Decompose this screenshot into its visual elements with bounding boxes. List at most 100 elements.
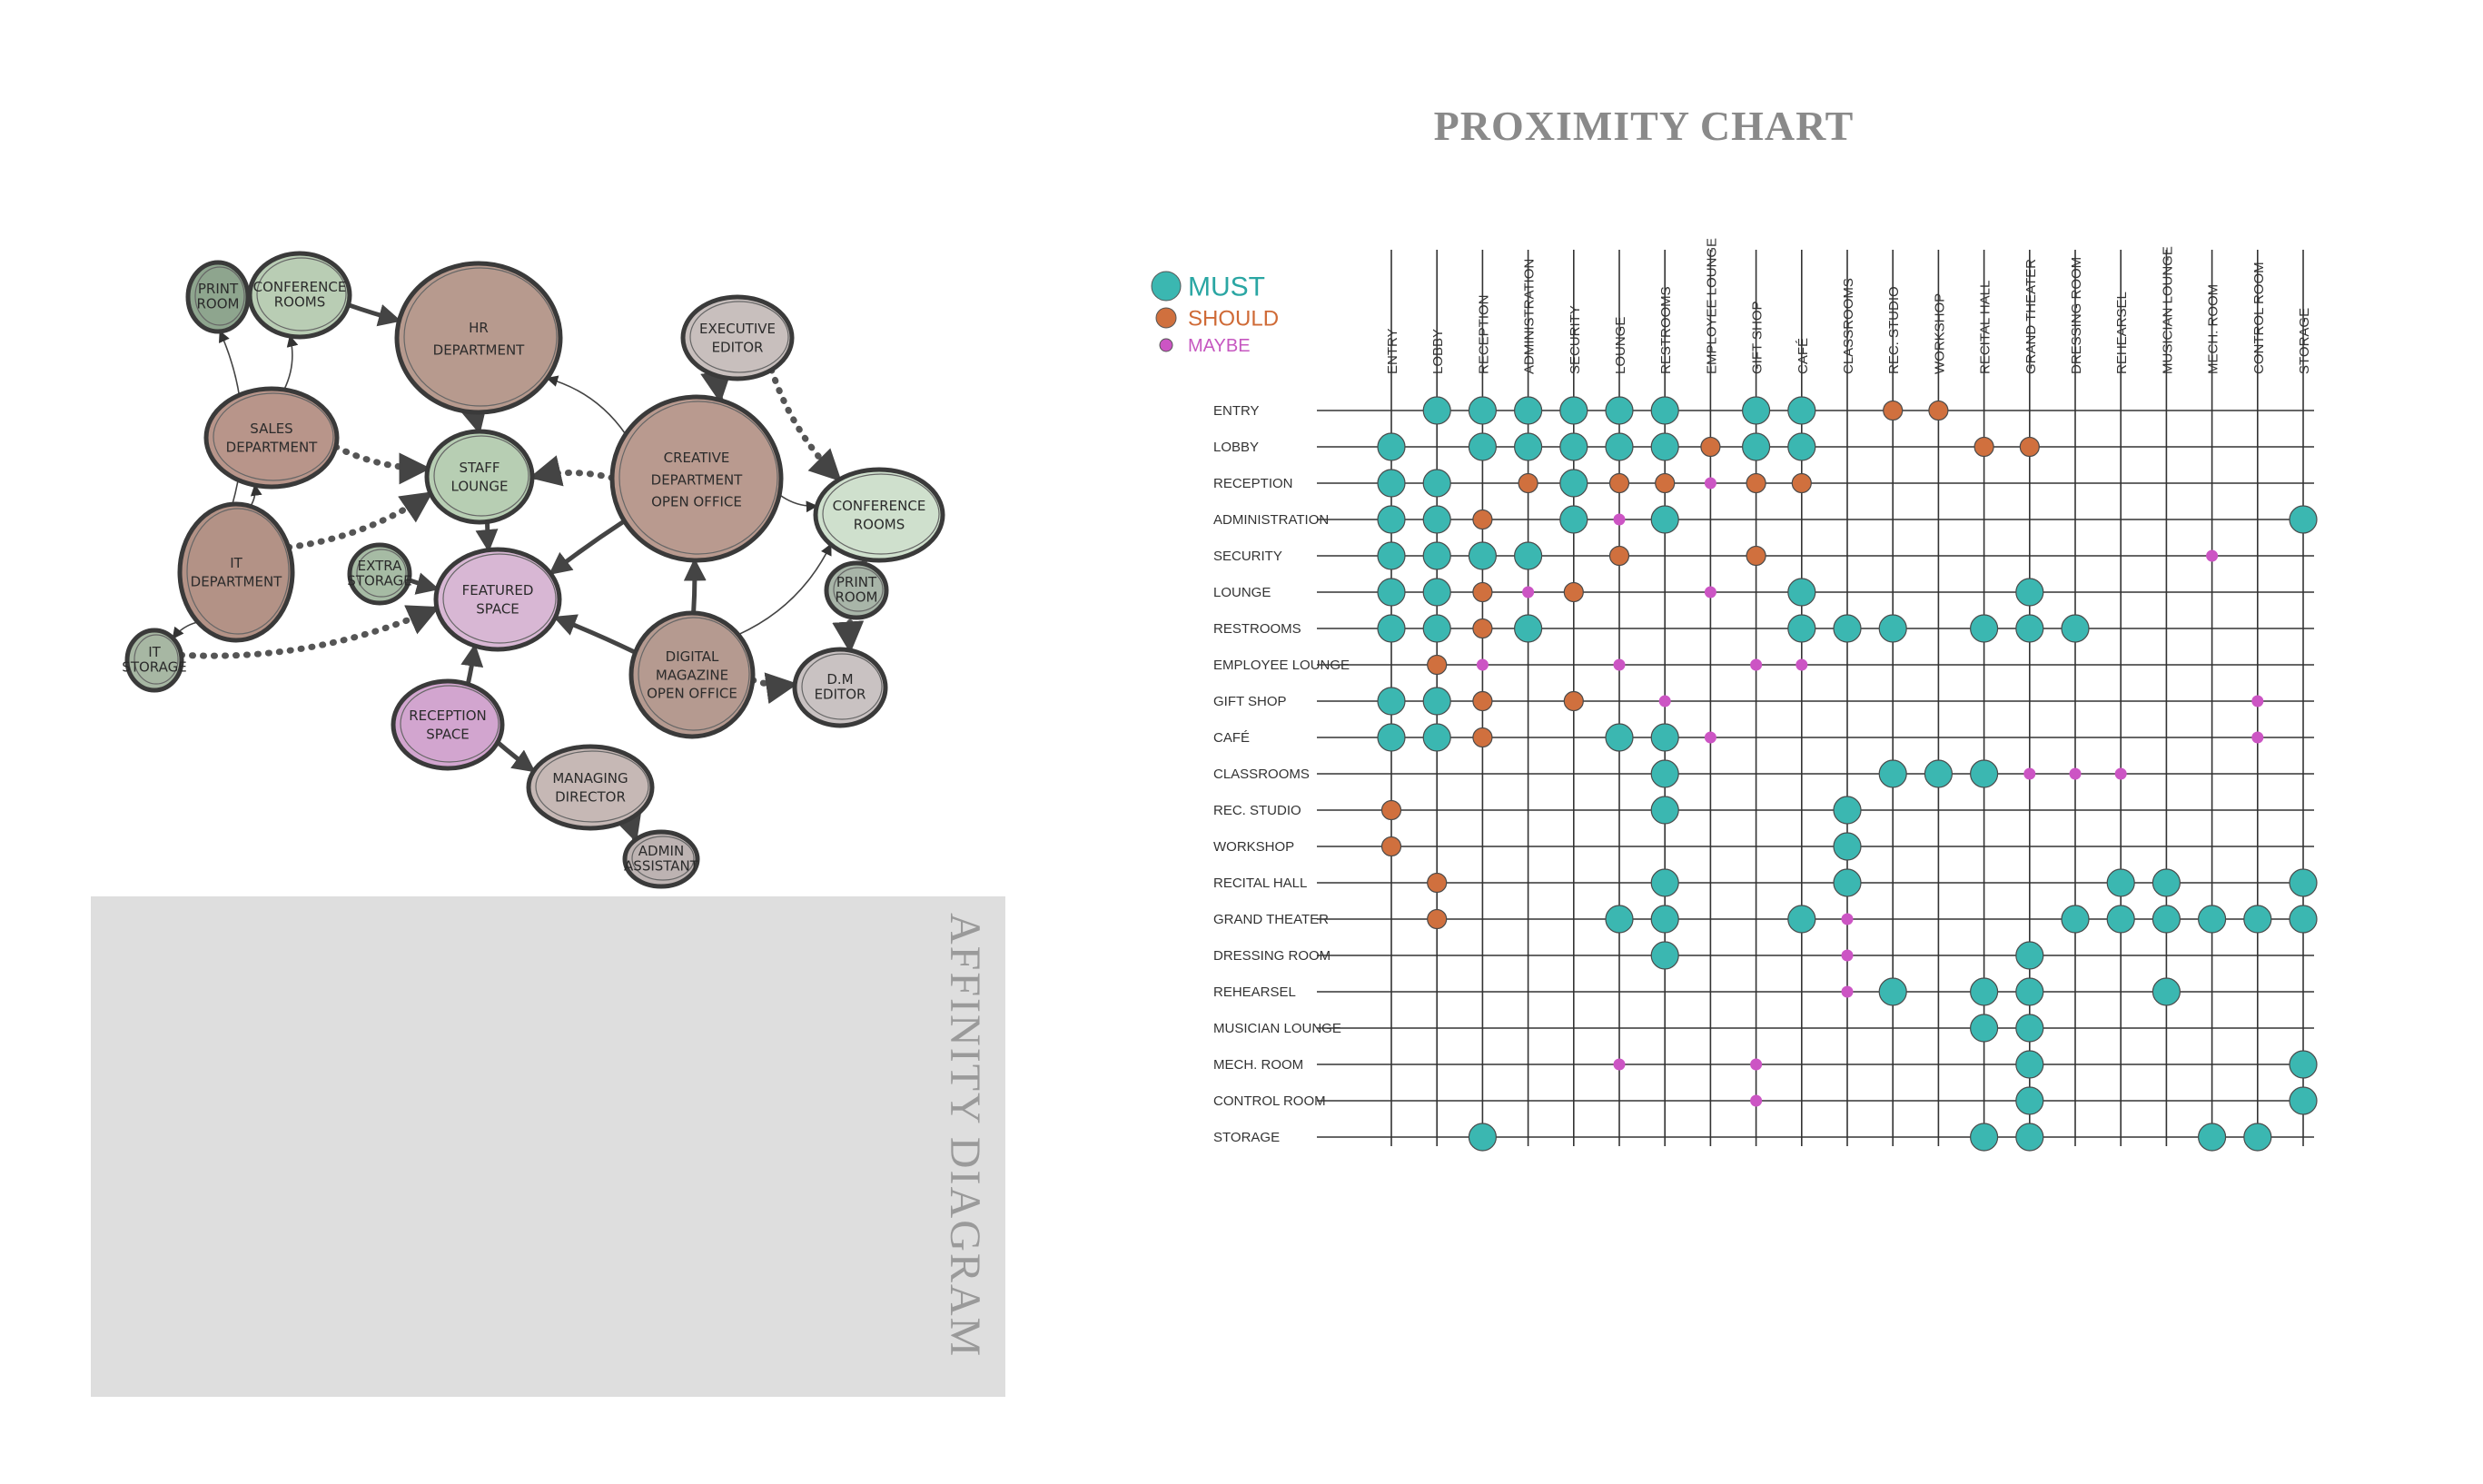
node-bubble [628,610,756,739]
cell-must [2289,1086,2318,1115]
node-label: FEATURED [462,582,534,599]
node-label: CONFERENCE [253,279,347,295]
cell-must [1924,759,1953,788]
cell-maybe [1750,1058,1763,1071]
row-label: LOBBY [1213,440,1259,455]
row-label: CLASSROOMS [1213,767,1310,782]
cell-must [1878,759,1907,788]
row-label: CONTROL ROOM [1213,1093,1326,1109]
cell-must [1650,505,1679,534]
node-label: CREATIVE [664,450,730,466]
node-bubble-inner [631,836,695,881]
affinity-link [529,455,616,487]
node-label: PRINT [836,574,877,590]
legend-item-must: MUST [1151,271,1265,302]
cell-must [2015,977,2044,1006]
affinity-node-hr: HR DEPARTMENT [394,261,563,415]
cell-must [1377,432,1406,461]
node-bubble [526,744,655,831]
node-label: ROOMS [854,516,905,532]
cell-maybe [2114,767,2127,780]
legend-swatch [1151,271,1182,302]
node-label: DEPARTMENT [651,471,744,488]
cell-maybe [2023,767,2036,780]
affinity-link [283,334,299,391]
legend-label: MUST [1188,272,1265,302]
cell-must [1787,905,1816,934]
node-bubble [824,560,889,620]
row-label: GIFT SHOP [1213,694,1287,709]
cell-should [1472,509,1493,530]
row-label: ADMINISTRATION [1213,512,1329,528]
node-label: ASSISTANT [624,857,699,874]
node-label: D.M [826,671,853,688]
affinity-nodes: PRINTROOMCONFERENCEROOMSHRDEPARTMENTEXEC… [122,251,945,889]
affinity-diagram: PRINTROOMCONFERENCEROOMSHRDEPARTMENTEXEC… [122,251,945,889]
column-label: LOBBY [1430,329,1446,374]
node-label: OPEN OFFICE [647,686,737,702]
cell-maybe [1613,1058,1626,1071]
node-label: SPACE [476,600,519,617]
cell-should [1746,545,1766,567]
affinity-node-creative: CREATIVE DEPARTMENT OPEN OFFICE [609,394,784,563]
node-bubble-inner [433,435,529,517]
cell-must [1377,723,1406,752]
node-bubble-inner [134,634,179,685]
cell-must [1422,614,1451,643]
cell-should [2019,436,2040,458]
node-label: DEPARTMENT [191,573,283,589]
cell-must [1970,759,1999,788]
chart-cells [1377,396,2318,1152]
cell-must [2152,905,2181,934]
column-label: GIFT SHOP [1750,301,1766,374]
node-bubble-inner [400,685,500,763]
node-label: DIRECTOR [555,788,626,805]
row-label: DRESSING ROOM [1213,948,1331,964]
cell-must [2015,1086,2044,1115]
cell-must [1741,432,1771,461]
column-label: GRAND THEATER [2023,259,2039,374]
cell-must [1422,469,1451,498]
cell-maybe [1750,1094,1763,1107]
node-label: EDITOR [815,686,866,702]
cell-must [1833,614,1862,643]
affinity-link [347,302,401,327]
cell-maybe [2251,731,2264,744]
node-bubble [177,501,295,643]
cell-must [1970,614,1999,643]
cell-must [1513,541,1543,570]
affinity-node-digital: DIGITAL MAGAZINE OPEN OFFICE [628,610,756,739]
node-label: MANAGING [552,770,628,787]
cell-maybe [1613,658,1626,671]
cell-must [1833,868,1862,897]
affinity-link [285,490,434,551]
node-label: SPACE [426,726,470,742]
cell-should [1427,654,1448,676]
node-label: OPEN OFFICE [651,494,742,510]
node-label: STAFF [459,460,500,476]
column-label: REC. STUDIO [1886,286,1902,374]
column-label: MUSICIAN LOUNGE [2160,246,2175,374]
cell-must [2152,977,2181,1006]
legend-swatch [1155,307,1177,329]
row-label: RECEPTION [1213,476,1293,491]
affinity-link [778,493,818,513]
node-label: ROOMS [274,293,326,310]
cell-must [1650,723,1679,752]
node-label: ROOM [836,589,878,605]
cell-maybe [1795,658,1808,671]
row-label: GRAND THEATER [1213,912,1329,927]
affinity-link [749,672,798,705]
cell-must [2289,905,2318,934]
cell-must [1422,396,1451,425]
node-label: STORAGE [122,658,186,675]
node-bubble-inner [403,267,558,407]
node-bubble-inner [356,549,407,598]
cell-must [2289,868,2318,897]
cell-maybe [2251,695,2264,707]
affinity-link [737,543,832,636]
column-label: RECEPTION [1476,294,1491,374]
cell-maybe [2206,549,2219,562]
row-label: RECITAL HALL [1213,876,1307,891]
